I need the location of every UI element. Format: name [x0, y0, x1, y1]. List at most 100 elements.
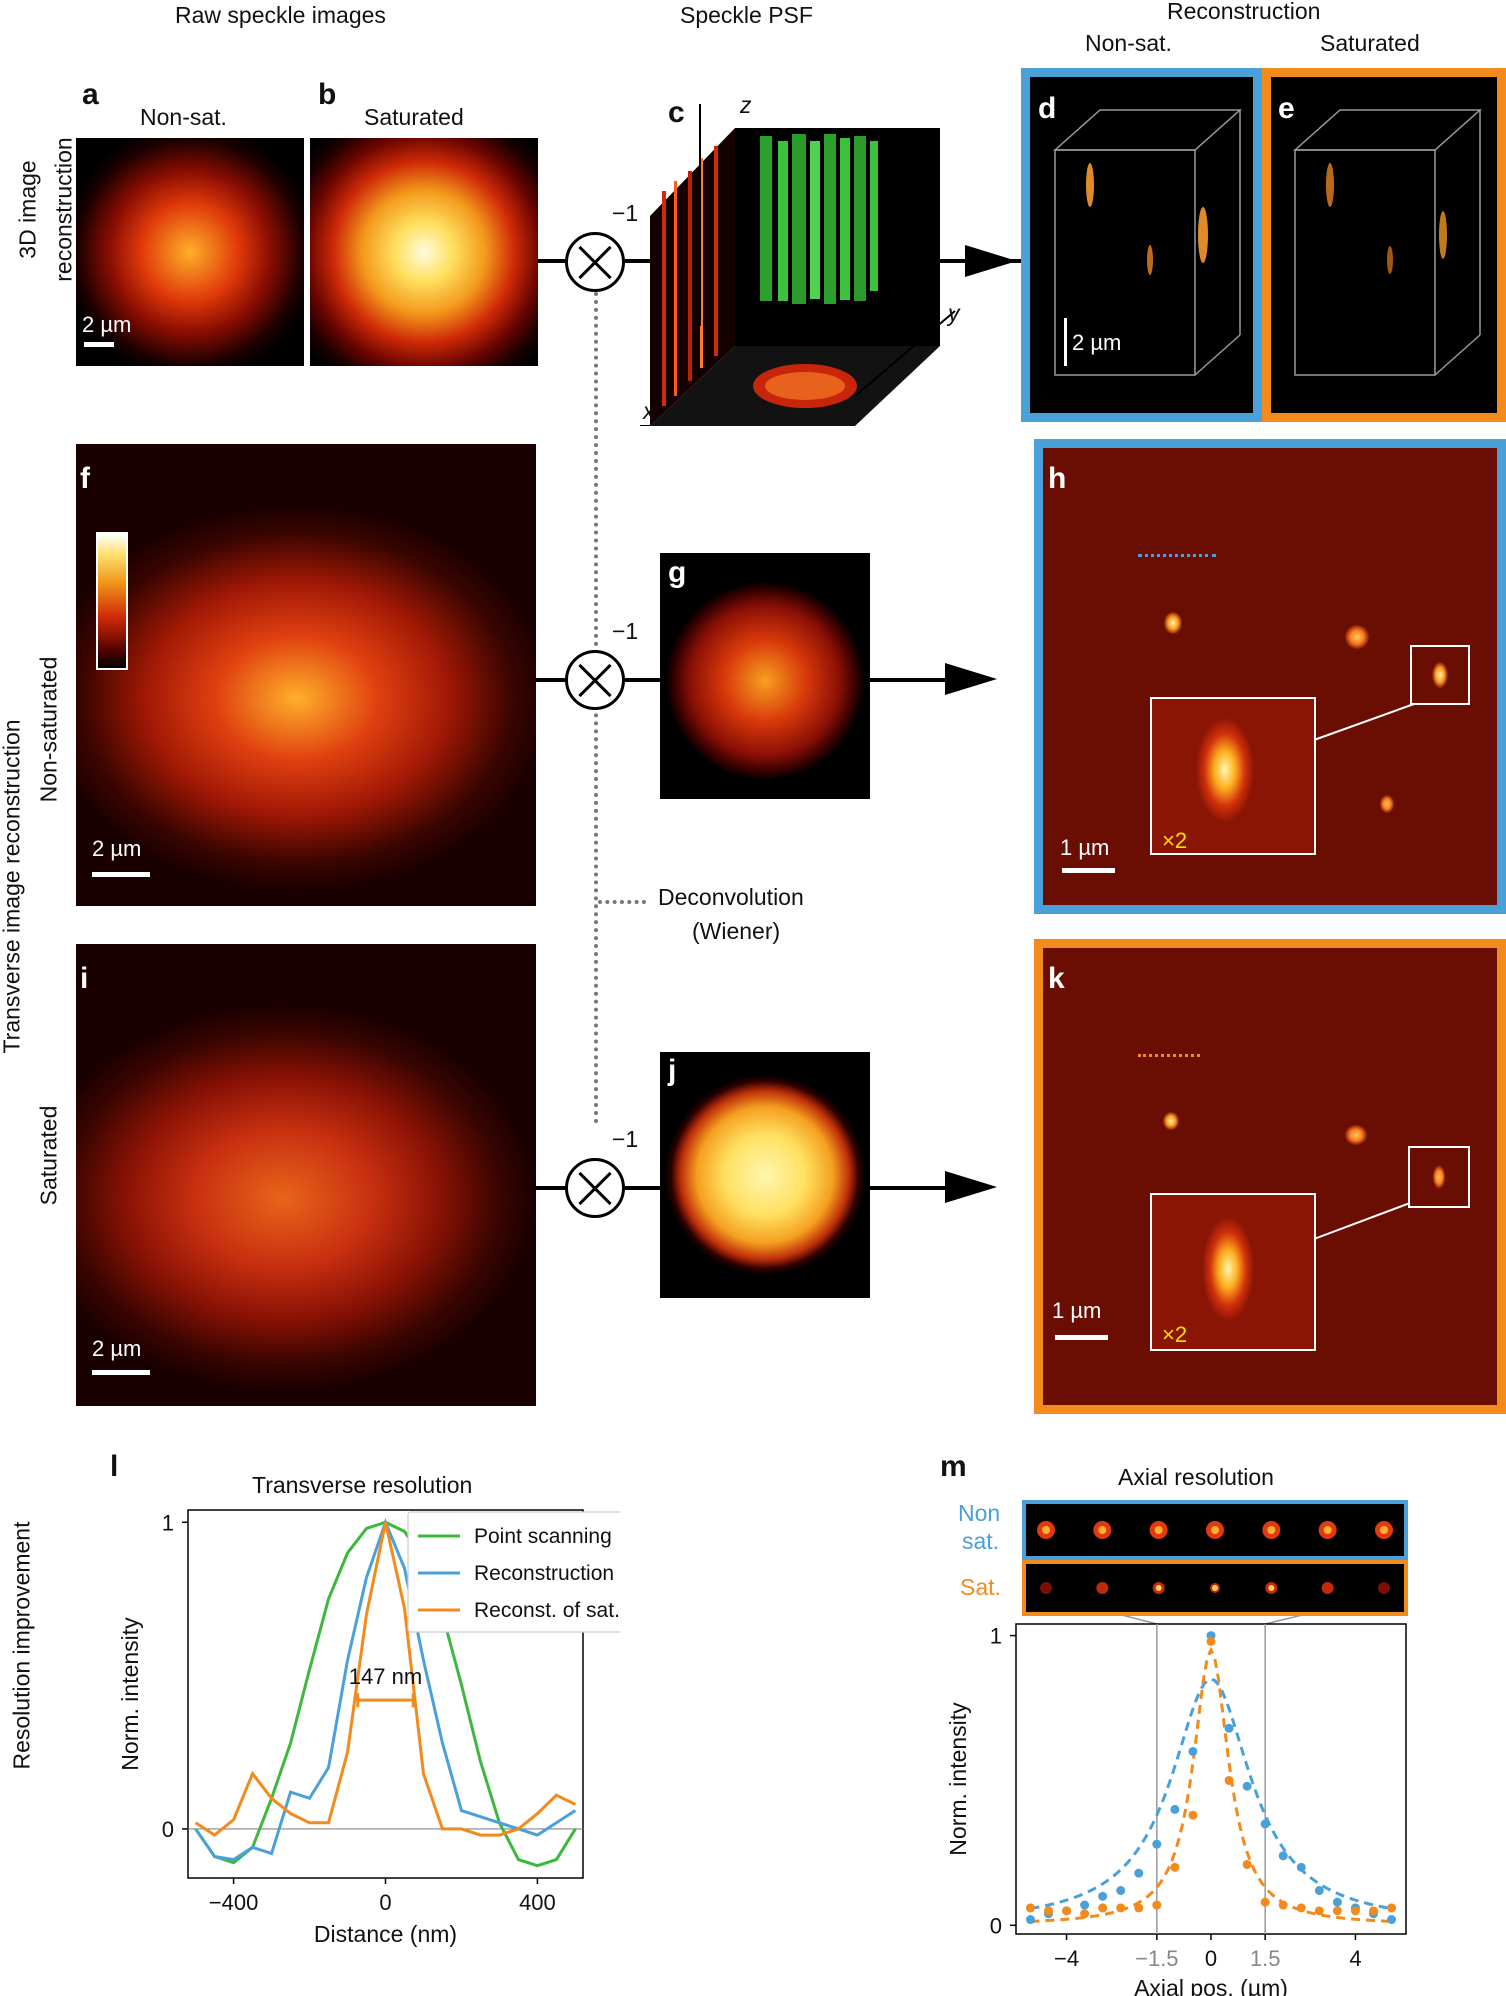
bead-h-2	[1345, 625, 1369, 649]
psf-cube-side-wall	[650, 128, 735, 426]
x-tick-label: −1.5	[1135, 1946, 1178, 1971]
row-label-resolution: Resolution improvement	[8, 1521, 35, 1770]
psf-red-streaks	[662, 146, 718, 406]
strip-bead-sat	[1040, 1582, 1052, 1594]
data-point	[1260, 1897, 1270, 1907]
data-point	[1278, 1900, 1288, 1910]
header-recon-sat: Saturated	[1320, 30, 1420, 56]
row-label-nonsaturated: Non-saturated	[35, 656, 62, 803]
header-recon-nonsat: Non-sat.	[1085, 30, 1172, 56]
data-point	[1350, 1906, 1360, 1916]
rowi-line-right	[870, 1186, 975, 1190]
inverse-label-1: −1	[612, 200, 639, 226]
speckle-image-i	[76, 944, 536, 1406]
data-point	[1206, 1636, 1216, 1646]
row-label-transverse: Transverse image reconstruction	[0, 719, 25, 1054]
recon-feature-1	[1086, 163, 1094, 207]
y-tick-label: 0	[990, 1913, 1002, 1938]
psf-3d-cube	[640, 104, 956, 426]
scalebar-d-label: 2 µm	[1072, 330, 1122, 355]
y-axis-label: Norm. intensity	[945, 1702, 971, 1856]
zoom-box-small-h	[1410, 645, 1470, 705]
scalebar-h	[1062, 868, 1115, 873]
data-point	[1332, 1906, 1342, 1916]
recon-3d-box-e	[1293, 109, 1482, 376]
data-point	[1170, 1862, 1180, 1872]
data-point	[1296, 1862, 1306, 1872]
strip-bead-sat	[1378, 1582, 1390, 1594]
rowf-line-right	[870, 678, 975, 682]
data-point	[1170, 1804, 1180, 1814]
rowi-line-left	[536, 1186, 578, 1190]
header-reconstruction: Reconstruction	[1167, 0, 1321, 24]
strip-bead-nonsat-core	[1042, 1526, 1050, 1534]
x-tick-label: 0	[379, 1890, 391, 1915]
data-point	[1369, 1906, 1378, 1916]
panel-e-frame	[1262, 68, 1506, 422]
y-axis-label: Norm. intensity	[117, 1617, 143, 1771]
strip-bead-sat-core	[1212, 1585, 1218, 1591]
data-point	[1116, 1886, 1126, 1896]
strip-sat-label: Sat.	[960, 1574, 1001, 1600]
x-tick-label: 4	[1349, 1946, 1361, 1971]
chart-axial-resolution: 0 1 −4 −1.5 0 1.5 4 Axial pos. (µm) Norm. intens…	[945, 1616, 1407, 1996]
x-tick-label: −400	[209, 1890, 259, 1915]
data-point	[1080, 1900, 1090, 1910]
strip-bead-sat-core	[1155, 1585, 1162, 1591]
y-tick-label: 1	[990, 1624, 1002, 1649]
psf-image-j	[660, 1052, 870, 1298]
panel-label-e: e	[1278, 92, 1295, 125]
y-tick-label: 1	[162, 1510, 174, 1535]
inverse-label-3: −1	[612, 1126, 639, 1152]
plot-frame	[1015, 1623, 1407, 1935]
panel-label-d: d	[1038, 92, 1057, 125]
scalebar-a	[84, 342, 114, 347]
recon-feature-1	[1326, 163, 1334, 207]
zoom-inset-h	[1150, 697, 1316, 855]
bead-k-1	[1163, 1112, 1179, 1130]
data-point	[1080, 1909, 1090, 1919]
x-tick-label: 400	[519, 1890, 556, 1915]
data-point	[1152, 1839, 1162, 1849]
fit-curve	[1030, 1677, 1392, 1911]
row1-line-left	[538, 259, 578, 263]
zoom-box-small-k	[1408, 1146, 1470, 1208]
strip-bead-sat	[1096, 1582, 1109, 1594]
data-point	[1188, 1810, 1198, 1820]
axis-z-label: z	[740, 92, 752, 118]
row-label-3d-line1: 3D image	[14, 160, 41, 259]
strip-nonsat	[1022, 1500, 1408, 1560]
legend-box	[407, 1511, 620, 1633]
inverse-label-2: −1	[612, 618, 639, 644]
data-point	[1134, 1868, 1144, 1878]
bead-k-2	[1345, 1125, 1367, 1145]
chart-l-title: Transverse resolution	[252, 1472, 473, 1498]
psf-green-streaks	[760, 134, 878, 304]
strip-connector	[1264, 1616, 1302, 1625]
panel-label-b: b	[318, 78, 337, 111]
psf-image-g	[660, 553, 870, 799]
strip-bead-nonsat-core	[1380, 1526, 1388, 1534]
panel-label-f: f	[80, 462, 90, 495]
strip-bead-sat-core	[1268, 1585, 1275, 1591]
data-point	[1025, 1903, 1035, 1913]
data-point	[1387, 1915, 1397, 1925]
profile-line-k	[1138, 1054, 1200, 1057]
data-point	[1044, 1906, 1053, 1916]
legend-label: Reconstruction	[474, 1562, 614, 1585]
data-point	[1098, 1891, 1108, 1901]
series-line	[194, 1521, 577, 1837]
zoom-factor-h: ×2	[1162, 828, 1188, 853]
header-raw-speckle: Raw speckle images	[175, 2, 386, 28]
deconv-label-line1: Deconvolution	[658, 884, 804, 910]
data-point	[1387, 1903, 1397, 1913]
strip-nonsat-label-2: sat.	[962, 1528, 1000, 1554]
row1-arrow	[965, 245, 1017, 277]
legend-label: Point scanning	[474, 1525, 612, 1548]
rowi-arrow	[945, 1171, 997, 1203]
x-tick-label: −4	[1054, 1946, 1079, 1971]
x-tick-label: 1.5	[1250, 1946, 1281, 1971]
panel-label-h: h	[1048, 462, 1067, 495]
strip-bead-nonsat-core	[1098, 1526, 1107, 1534]
fit-curve	[1030, 1646, 1392, 1923]
